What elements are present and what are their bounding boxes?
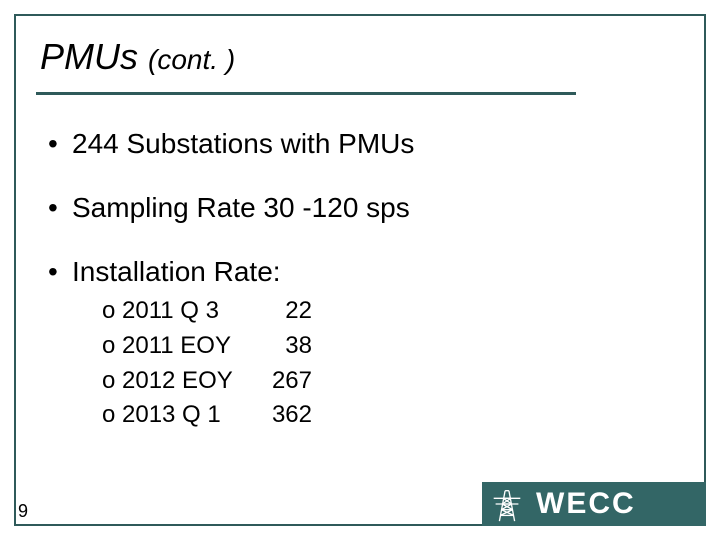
bullet-dot: •	[48, 192, 72, 224]
tower-icon	[488, 485, 526, 523]
list-item: o 2012 EOY 267	[102, 364, 672, 399]
wecc-logo-text: WECC	[536, 487, 636, 521]
bullet-2-text: Sampling Rate 30 -120 sps	[72, 192, 410, 224]
slide-title: PMUs (cont. )	[40, 36, 235, 78]
row-label: 2013 Q 1	[122, 398, 252, 433]
row-value: 22	[252, 294, 312, 329]
title-main: PMUs	[40, 36, 138, 77]
bullet-3: • Installation Rate:	[48, 256, 672, 288]
title-underline	[36, 92, 576, 95]
sub-bullet-icon: o	[102, 294, 122, 329]
sub-bullet-icon: o	[102, 364, 122, 399]
row-value: 38	[252, 329, 312, 364]
list-item: o 2011 EOY 38	[102, 329, 672, 364]
bullet-1-text: 244 Substations with PMUs	[72, 128, 414, 160]
row-value: 267	[252, 364, 312, 399]
bullet-dot: •	[48, 256, 72, 288]
bullet-dot: •	[48, 128, 72, 160]
row-label: 2012 EOY	[122, 364, 252, 399]
wecc-logo: WECC	[482, 482, 706, 526]
list-item: o 2013 Q 1 362	[102, 398, 672, 433]
page-number: 9	[18, 501, 28, 522]
sub-bullet-icon: o	[102, 329, 122, 364]
bullet-3-text: Installation Rate:	[72, 256, 281, 288]
row-label: 2011 Q 3	[122, 294, 252, 329]
content-area: • 244 Substations with PMUs • Sampling R…	[48, 128, 672, 433]
bullet-2: • Sampling Rate 30 -120 sps	[48, 192, 672, 224]
installation-list: o 2011 Q 3 22 o 2011 EOY 38 o 2012 EOY 2…	[102, 294, 672, 433]
row-label: 2011 EOY	[122, 329, 252, 364]
bullet-1: • 244 Substations with PMUs	[48, 128, 672, 160]
row-value: 362	[252, 398, 312, 433]
list-item: o 2011 Q 3 22	[102, 294, 672, 329]
sub-bullet-icon: o	[102, 398, 122, 433]
title-cont: (cont. )	[148, 44, 235, 75]
